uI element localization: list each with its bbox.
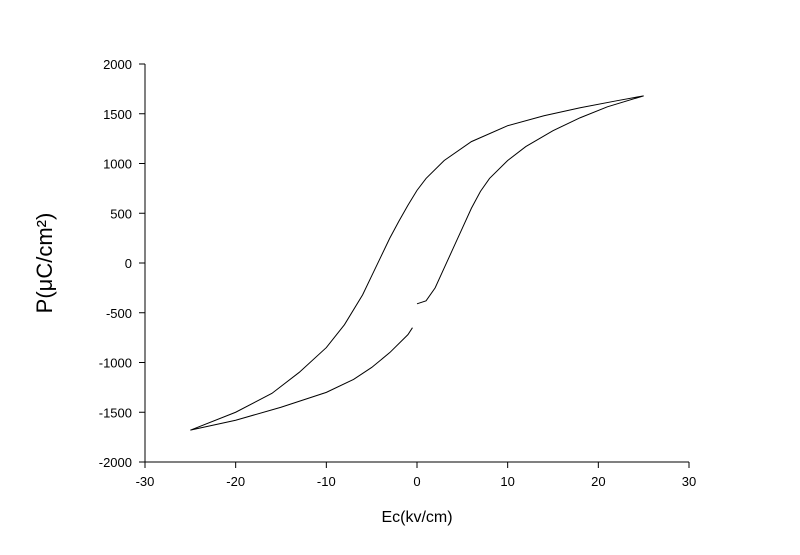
- y-tick-label: -2000: [99, 455, 132, 470]
- y-tick-label: -500: [106, 306, 132, 321]
- y-tick-label: 1500: [103, 107, 132, 122]
- x-tick-label: -10: [317, 474, 336, 489]
- y-tick-label: 2000: [103, 57, 132, 72]
- x-tick-label: -20: [226, 474, 245, 489]
- x-tick-label: 20: [591, 474, 605, 489]
- y-tick-label: 500: [110, 206, 132, 221]
- y-tick-label: -1000: [99, 356, 132, 371]
- y-axis-label: P(μC/cm²): [32, 213, 57, 314]
- y-tick-label: 1000: [103, 157, 132, 172]
- y-tick-label: -1500: [99, 405, 132, 420]
- x-axis-label: Ec(kv/cm): [381, 509, 452, 526]
- x-tick-label: -30: [136, 474, 155, 489]
- x-tick-label: 10: [500, 474, 514, 489]
- data-line: [190, 95, 644, 431]
- x-tick-label: 0: [413, 474, 420, 489]
- x-tick-label: 30: [682, 474, 696, 489]
- y-tick-label: 0: [125, 256, 132, 271]
